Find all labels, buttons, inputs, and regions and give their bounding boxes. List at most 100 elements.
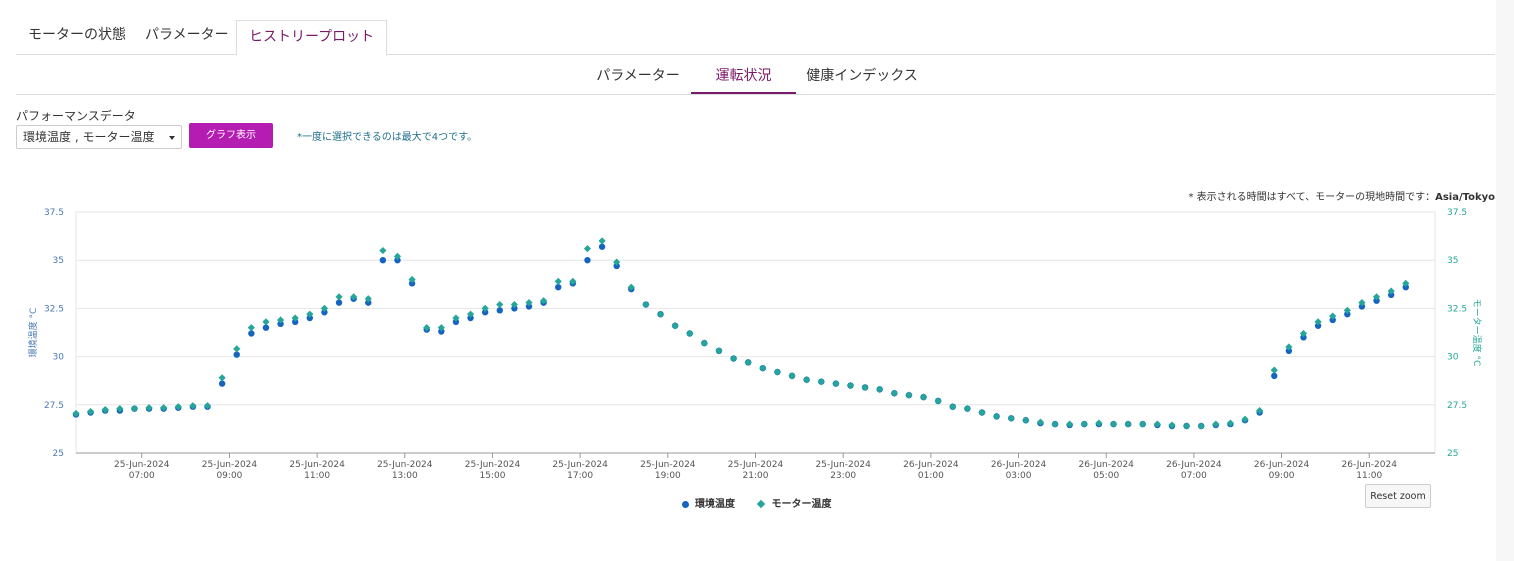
motor-temp-point [1270, 366, 1278, 374]
history-chart[interactable]: 25 25 27.5 27.5 30 30 32.5 32.5 35 35 37.5 37.5 25-J… [0, 195, 1514, 495]
x-tick-label-time: 09:00 [216, 471, 242, 481]
performance-data-selected-value: 環境温度 , モーター温度 [23, 130, 155, 144]
motor-temp-point [759, 364, 767, 372]
ambient-temp-point [408, 280, 416, 287]
motor-temp-point [130, 405, 139, 413]
ambient-temp-point [291, 318, 299, 326]
x-tick-label-time: 11:00 [304, 471, 330, 481]
motor-temp-point [1080, 420, 1088, 428]
motor-temp-point [1022, 416, 1030, 424]
x-tick-label-time: 05:00 [1093, 471, 1119, 481]
x-tick-label-date: 25-Jun-2024 [289, 460, 345, 470]
motor-temp-point [861, 383, 869, 392]
y-tick-label-right: 30 [1447, 353, 1459, 363]
motor-temp-point [700, 339, 708, 347]
motor-temp-point [1387, 287, 1395, 295]
motor-temp-point [773, 368, 782, 376]
ambient-temp-point [467, 314, 474, 322]
x-tick-label-date: 25-Jun-2024 [465, 460, 521, 470]
ambient-temp-point [394, 257, 401, 264]
timezone-note-prefix: * 表示される時間はすべて、モーターの現地時間です： [1188, 192, 1436, 203]
ambient-temp-point [511, 305, 518, 312]
show-graph-button[interactable]: グラフ表示 [189, 123, 273, 148]
y-tick-label-left: 32.5 [44, 304, 64, 314]
y-axis-title-right: モーター温度 °C [1471, 299, 1483, 367]
y-tick-label-right: 25 [1447, 449, 1458, 459]
reset-zoom-button[interactable]: Reset zoom [1365, 484, 1431, 508]
subtab-health-index[interactable]: 健康インデックス [806, 68, 918, 84]
y-tick-label-right: 27.5 [1447, 401, 1467, 411]
motor-temp-point [408, 275, 416, 284]
y-tick-label-left: 30 [53, 353, 65, 363]
performance-data-select[interactable]: 環境温度 , モーター温度 [16, 125, 182, 149]
motor-temp-point [233, 345, 241, 353]
plot-border [75, 211, 1436, 454]
ambient-temp-point [335, 299, 343, 306]
motor-temp-point [583, 245, 592, 253]
tab-parameters[interactable]: パラメーター [145, 27, 229, 43]
motor-temp-point [978, 408, 986, 417]
motor-temp-point [642, 300, 650, 309]
motor-temp-point [1241, 415, 1249, 423]
motor-temp-point [1007, 414, 1015, 422]
ambient-temp-point [1329, 316, 1336, 324]
x-tick-label-time: 11:00 [1356, 471, 1382, 481]
ambient-temp-point [1314, 322, 1322, 329]
ambient-temp-point [438, 328, 445, 335]
ambient-temp-point [248, 330, 255, 337]
motor-temp-point [247, 324, 255, 332]
motor-temp-point [934, 397, 942, 405]
timezone-name: Asia/Tokyo [1435, 192, 1495, 203]
motor-temp-point [116, 405, 124, 413]
legend-item-ambient[interactable]: 環境温度 [682, 495, 735, 510]
ambient-temp-point [1344, 310, 1351, 318]
x-tick-label-time: 21:00 [743, 471, 769, 481]
motor-temp-point [788, 372, 796, 380]
motor-temp-point [729, 354, 738, 363]
motor-temp-point [671, 322, 679, 330]
motor-temp-point [613, 258, 621, 266]
motor-temp-point [832, 379, 840, 388]
y-tick-label-left: 35 [53, 256, 64, 266]
x-tick-label-time: 09:00 [1269, 471, 1295, 481]
x-tick-label-date: 25-Jun-2024 [728, 460, 784, 470]
y-tick-label-right: 37.5 [1447, 208, 1467, 218]
motor-temp-point [1051, 420, 1059, 428]
motor-temp-point [1139, 420, 1147, 428]
motor-temp-point [846, 381, 855, 390]
caret-down-icon [169, 136, 175, 140]
x-tick-label-time: 19:00 [655, 471, 681, 481]
ambient-temp-point [481, 309, 489, 316]
x-tick-label-date: 26-Jun-2024 [1166, 460, 1222, 470]
timezone-note: * 表示される時間はすべて、モーターの現地時間です：Asia/Tokyo [1188, 188, 1495, 203]
tab-motor-status[interactable]: モーターの状態 [28, 27, 126, 43]
motor-temp-point [598, 237, 606, 245]
x-tick-label-date: 26-Jun-2024 [903, 460, 959, 470]
motor-temp-point [160, 404, 168, 412]
legend-item-motor[interactable]: モーター温度 [757, 495, 831, 510]
x-tick-label-date: 25-Jun-2024 [552, 460, 608, 470]
y-axis-title-left: 環境温度 °C [27, 308, 39, 358]
subtab-parameters[interactable]: パラメーター [596, 68, 680, 84]
motor-temp-point [817, 378, 825, 386]
motor-temp-point [876, 385, 884, 393]
x-tick-label-time: 07:00 [1181, 471, 1207, 481]
ambient-temp-point [218, 380, 226, 387]
ambient-temp-point [555, 283, 562, 291]
x-tick-label-time: 03:00 [1006, 471, 1032, 481]
motor-temp-point [949, 403, 957, 411]
motor-temp-point [101, 406, 109, 414]
ambient-temp-point [262, 324, 270, 331]
y-tick-label-left: 37.5 [44, 208, 64, 218]
ambient-temp-point [525, 303, 533, 310]
motor-temp-point [803, 376, 811, 384]
ambient-temp-point [1387, 291, 1395, 299]
x-tick-label-date: 25-Jun-2024 [640, 460, 696, 470]
diamond-marker-icon [757, 499, 766, 509]
x-tick-label-date: 25-Jun-2024 [114, 460, 170, 470]
x-tick-label-time: 23:00 [830, 471, 856, 481]
tab-history-plot[interactable]: ヒストリープロット [236, 20, 388, 56]
motor-temp-point [554, 277, 562, 286]
subtab-operating-status[interactable]: 運転状況 [691, 58, 796, 94]
motor-temp-point [1372, 293, 1381, 301]
